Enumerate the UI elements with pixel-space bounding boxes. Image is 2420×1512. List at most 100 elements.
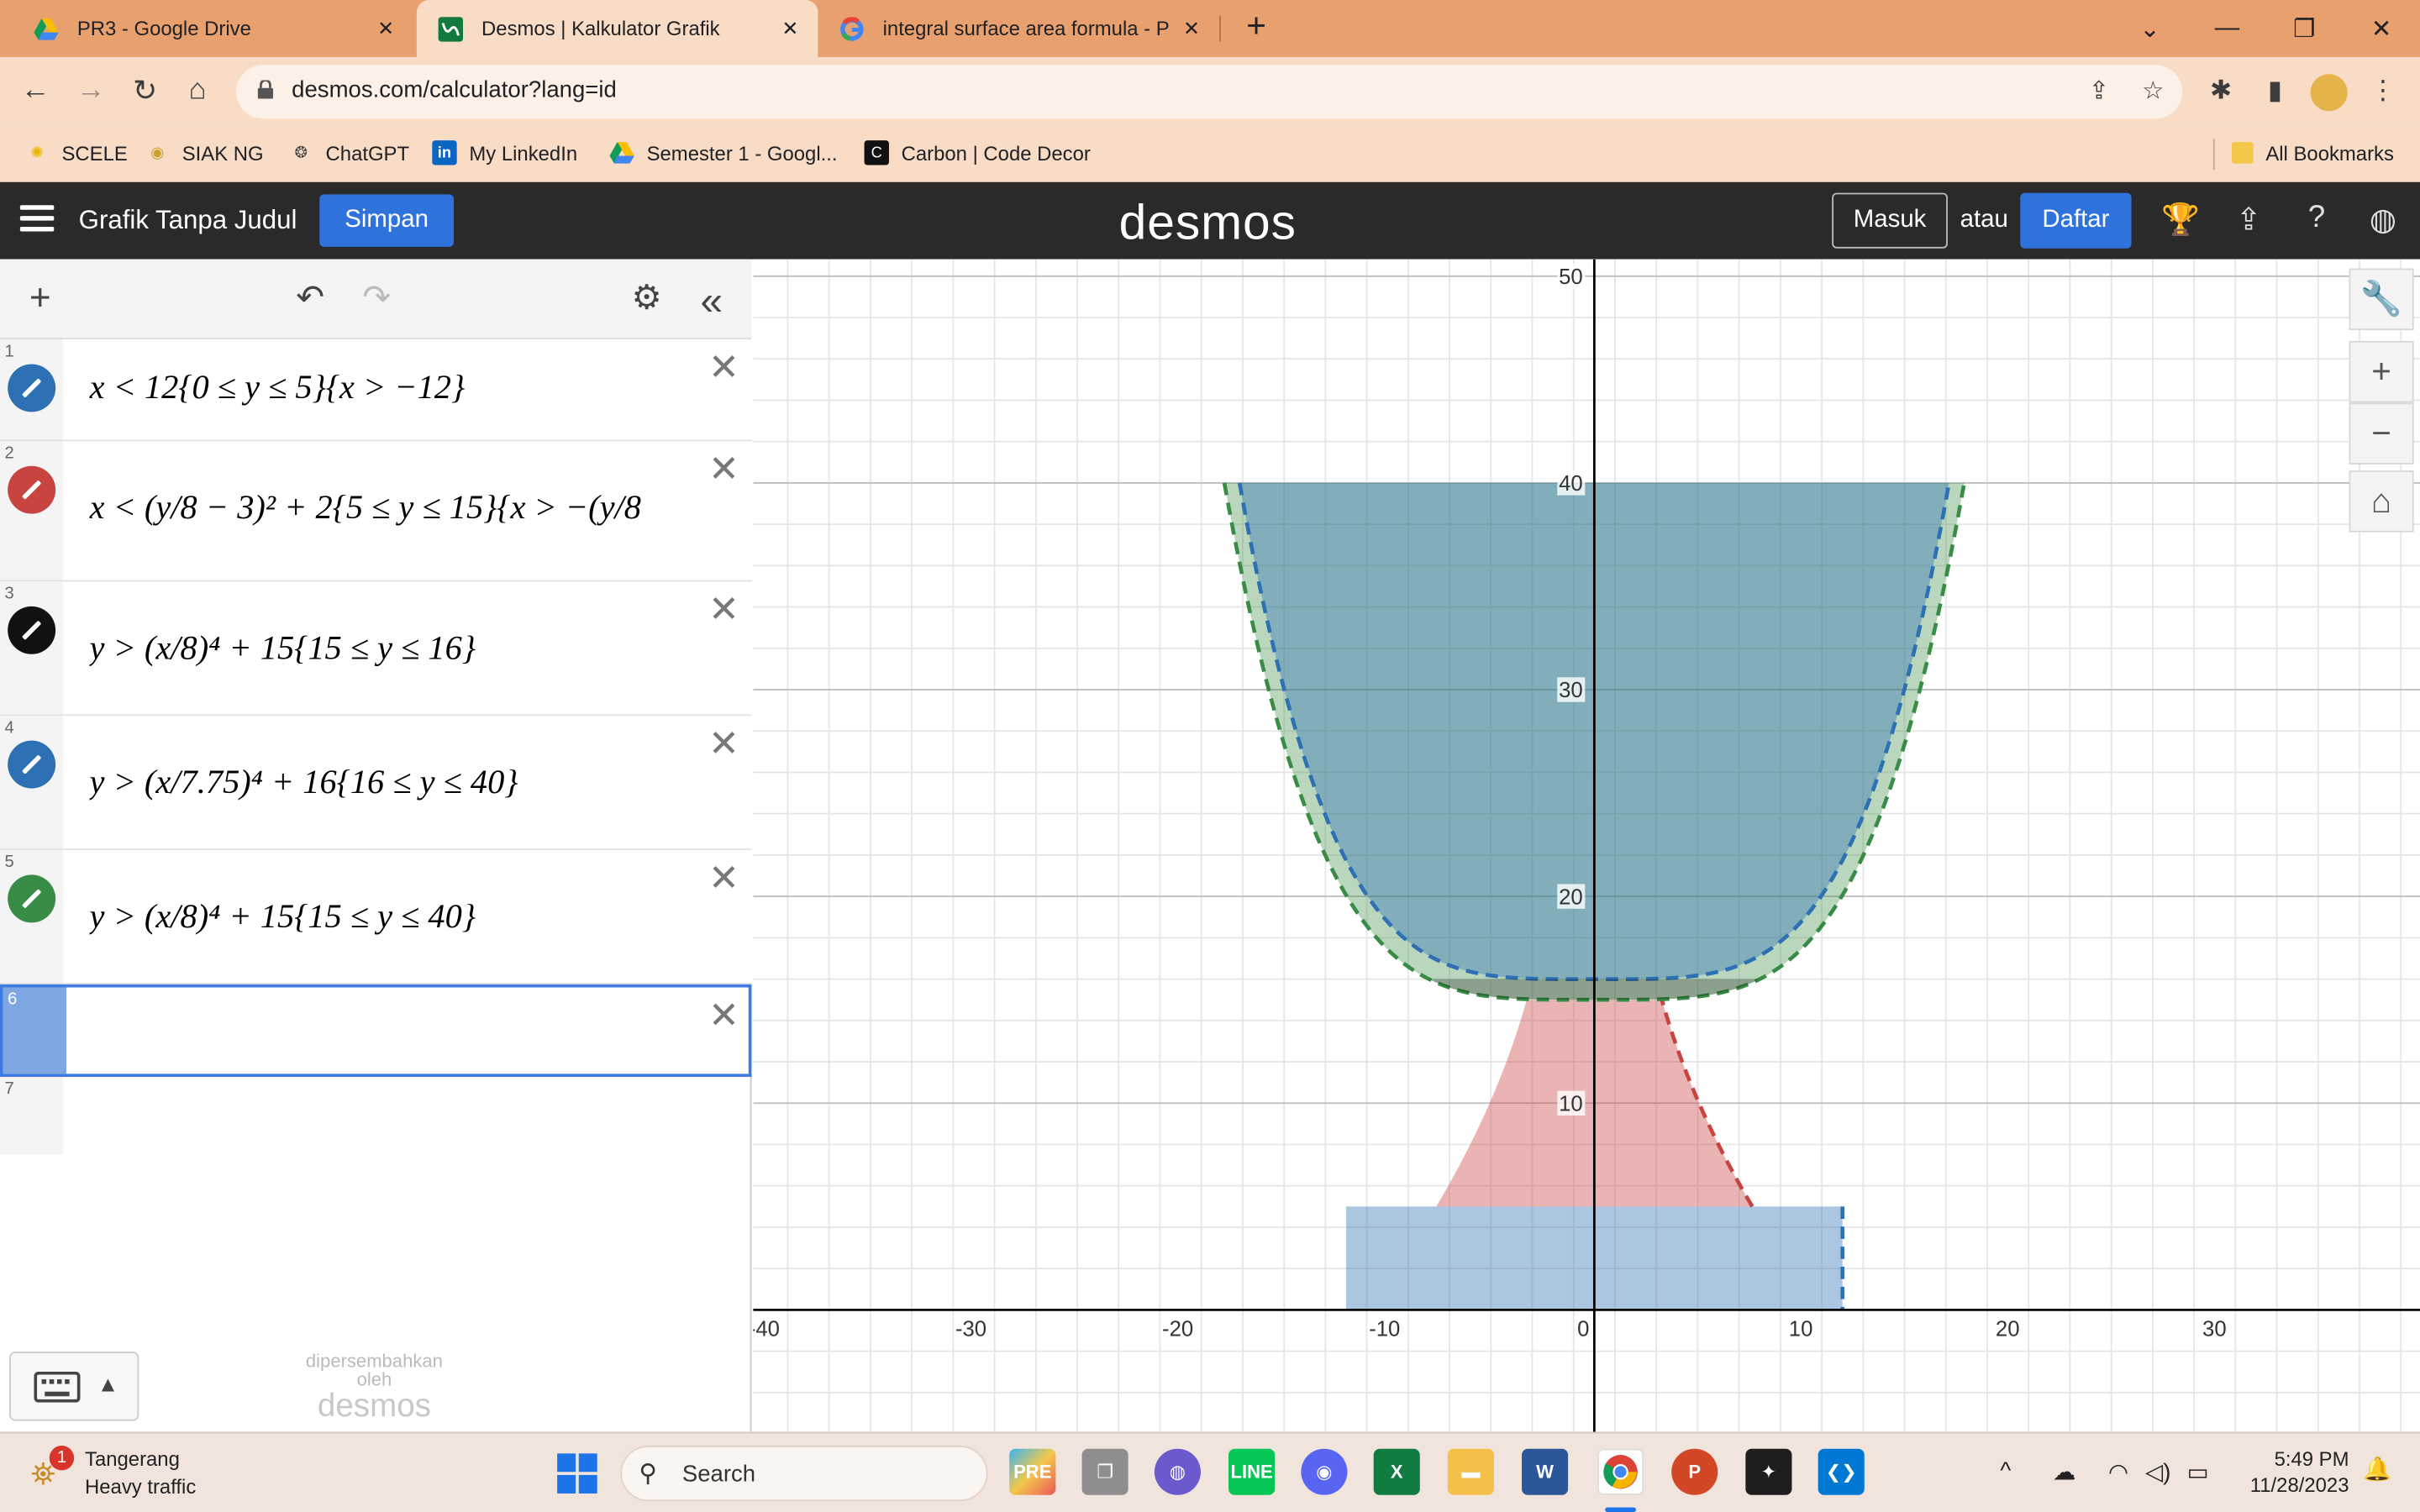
signup-button[interactable]: Daftar — [2020, 192, 2132, 249]
delete-expression-icon[interactable]: ✕ — [708, 589, 739, 632]
delete-expression-icon[interactable]: ✕ — [708, 858, 739, 900]
expression-row-3[interactable]: 3 y > (x/8)⁴ + 15{15 ≤ y ≤ 16} ✕ — [0, 581, 752, 717]
color-swatch-icon[interactable] — [8, 364, 56, 412]
expression-latex[interactable]: x < (y/8 − 3)² + 2{5 ≤ y ≤ 15}{x > −(y/8 — [89, 487, 641, 527]
delete-expression-icon[interactable]: ✕ — [708, 347, 739, 389]
tab-desmos[interactable]: Desmos | Kalkulator Grafik ✕ — [416, 0, 818, 57]
word-icon[interactable]: W — [1522, 1448, 1569, 1495]
redo-icon[interactable]: ↷ — [362, 277, 392, 317]
login-button[interactable]: Masuk — [1832, 192, 1948, 249]
notifications-bell-icon[interactable]: 🔔 — [2363, 1456, 2392, 1483]
delete-expression-icon[interactable]: ✕ — [708, 995, 739, 1037]
more-menu-icon[interactable]: ⋮ — [2370, 76, 2396, 105]
expression-latex[interactable]: x < 12{0 ≤ y ≤ 5}{x > −12} — [89, 367, 466, 407]
close-tab-icon[interactable]: ✕ — [781, 16, 799, 39]
keyboard-toggle-button[interactable]: ▲ — [9, 1351, 139, 1421]
system-clock[interactable]: 5:49 PM 11/28/2023 — [2249, 1446, 2349, 1497]
share-icon[interactable]: ⇪ — [2088, 78, 2110, 105]
file-explorer-icon[interactable]: ▬ — [1447, 1448, 1494, 1495]
trophy-icon[interactable]: 🏆 — [2161, 203, 2201, 238]
tab-search-icon[interactable]: ⌄ — [2139, 16, 2160, 43]
help-icon[interactable]: ? — [2307, 200, 2326, 235]
volume-icon[interactable]: ◁) — [2145, 1459, 2171, 1486]
graph-canvas[interactable]: -40 -30 -20 -10 0 10 20 30 10 20 30 40 50 — [753, 259, 2420, 1432]
home-icon[interactable]: ⌂ — [188, 74, 207, 107]
tab-google-search[interactable]: integral surface area formula - P ✕ — [818, 0, 1219, 57]
close-tab-icon[interactable]: ✕ — [1182, 16, 1200, 39]
keyboard-icon — [34, 1371, 81, 1403]
reload-icon[interactable]: ↻ — [133, 75, 158, 108]
color-swatch-icon[interactable] — [8, 465, 56, 514]
task-view-icon[interactable]: ❐ — [1081, 1448, 1128, 1495]
collapse-panel-icon[interactable]: « — [700, 277, 723, 324]
color-swatch-icon[interactable] — [8, 606, 56, 654]
all-bookmarks[interactable]: All Bookmarks — [2231, 139, 2394, 166]
graph-settings-wrench-icon[interactable]: 🔧 — [2349, 268, 2414, 331]
extensions-icon[interactable]: ✱ — [2209, 76, 2233, 105]
settings-gear-icon[interactable]: ⚙ — [631, 277, 662, 317]
bookmark-linkedin[interactable]: in My LinkedIn — [432, 139, 577, 166]
vscode-icon[interactable]: ❮❯ — [1818, 1448, 1865, 1495]
side-panel-icon[interactable]: ▮ — [2267, 76, 2282, 105]
discord-icon[interactable]: ◉ — [1301, 1448, 1348, 1495]
undo-icon[interactable]: ↶ — [296, 277, 325, 317]
delete-expression-icon[interactable]: ✕ — [708, 449, 739, 491]
globe-icon[interactable]: ◍ — [2369, 203, 2396, 238]
minimize-button[interactable]: — — [2214, 14, 2240, 41]
expression-row-6[interactable]: 6 ✕ — [0, 984, 752, 1078]
bookmark-semester[interactable]: Semester 1 - Googl... — [609, 139, 838, 166]
powerpoint-icon[interactable]: P — [1671, 1448, 1718, 1495]
bookmark-carbon[interactable]: C Carbon | Code Decor — [864, 139, 1091, 166]
menu-icon[interactable] — [19, 205, 55, 233]
excel-icon[interactable]: X — [1373, 1448, 1420, 1495]
close-tab-icon[interactable]: ✕ — [377, 16, 395, 39]
line-app-icon[interactable]: LINE — [1228, 1448, 1276, 1495]
zoom-in-button[interactable]: + — [2349, 340, 2414, 403]
figma-icon[interactable]: ✦ — [1745, 1448, 1792, 1495]
chevron-up-icon[interactable]: ^ — [2000, 1457, 2012, 1484]
profile-avatar[interactable] — [2310, 74, 2348, 112]
taskbar-search[interactable]: ⚲ Search — [620, 1446, 988, 1502]
expression-row-4[interactable]: 4 y > (x/7.75)⁴ + 16{16 ≤ y ≤ 40} ✕ — [0, 716, 752, 851]
tab-google-drive[interactable]: PR3 - Google Drive ✕ — [13, 0, 414, 57]
copilot-icon[interactable]: PRE — [1009, 1448, 1056, 1495]
windows-start-icon[interactable] — [557, 1453, 597, 1494]
bookmark-scele[interactable]: ✺ SCELE — [24, 139, 127, 166]
onedrive-cloud-icon[interactable]: ☁ — [2052, 1459, 2076, 1486]
tab-title: PR3 - Google Drive — [76, 17, 251, 40]
expression-row-5[interactable]: 5 y > (x/8)⁴ + 15{15 ≤ y ≤ 40} ✕ — [0, 850, 752, 984]
weather-widget[interactable]: ⛯ 1 Tangerang Heavy traffic — [31, 1446, 232, 1504]
expression-latex[interactable]: y > (x/7.75)⁴ + 16{16 ≤ y ≤ 40} — [89, 762, 518, 801]
chrome-icon[interactable] — [1597, 1448, 1644, 1495]
address-bar[interactable]: desmos.com/calculator?lang=id ⇪ ☆ — [236, 65, 2183, 119]
new-tab-button[interactable]: + — [1246, 6, 1266, 45]
color-swatch-icon[interactable] — [8, 874, 56, 923]
bookmark-siak[interactable]: ◉ SIAK NG — [145, 139, 263, 166]
forward-arrow-icon[interactable]: → — [76, 74, 106, 107]
save-button[interactable]: Simpan — [319, 194, 454, 247]
expression-row-7[interactable]: 7 — [0, 1077, 64, 1154]
share-graph-icon[interactable]: ⇪ — [2235, 203, 2262, 238]
bookmark-star-icon[interactable]: ☆ — [2142, 78, 2165, 105]
zoom-out-button[interactable]: − — [2349, 402, 2414, 465]
back-arrow-icon[interactable]: ← — [20, 74, 50, 107]
search-icon: ⚲ — [639, 1461, 657, 1488]
delete-expression-icon[interactable]: ✕ — [708, 723, 739, 766]
default-zoom-home-icon[interactable]: ⌂ — [2349, 470, 2414, 533]
expression-latex[interactable]: y > (x/8)⁴ + 15{15 ≤ y ≤ 40} — [89, 896, 476, 936]
expression-row-1[interactable]: 1 x < 12{0 ≤ y ≤ 5}{x > −12} ✕ — [0, 339, 752, 442]
carbon-icon: C — [864, 140, 889, 165]
restore-button[interactable]: ❐ — [2293, 16, 2316, 43]
expression-latex[interactable]: y > (x/8)⁴ + 15{15 ≤ y ≤ 16} — [89, 627, 476, 667]
color-swatch-icon[interactable] — [8, 740, 56, 789]
wifi-icon[interactable]: ◠ — [2107, 1459, 2129, 1486]
tab-title: integral surface area formula - P — [882, 17, 1170, 40]
graph-plot[interactable] — [753, 259, 2420, 1432]
battery-icon[interactable]: ▭ — [2186, 1459, 2209, 1486]
add-item-icon[interactable]: + — [29, 277, 51, 320]
bookmark-chatgpt[interactable]: ❂ ChatGPT — [288, 139, 409, 166]
close-window-button[interactable]: ✕ — [2370, 16, 2392, 43]
expression-row-2[interactable]: 2 x < (y/8 − 3)² + 2{5 ≤ y ≤ 15}{x > −(y… — [0, 441, 752, 582]
graph-title[interactable]: Grafik Tanpa Judul — [78, 205, 297, 235]
chat-icon[interactable]: ◍ — [1154, 1448, 1201, 1495]
